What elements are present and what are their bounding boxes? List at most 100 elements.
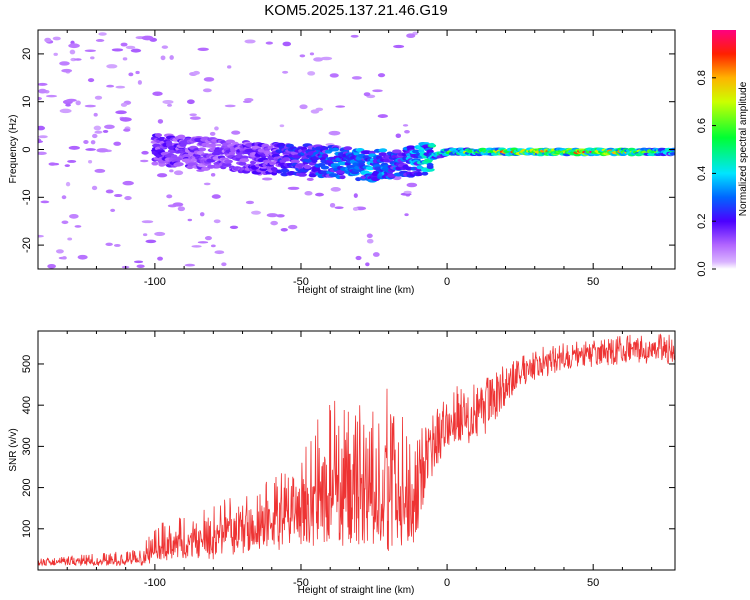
spectrogram-cell [154,231,166,237]
spectrogram-cell [378,148,388,153]
spectrogram-cell [425,167,435,172]
colorbar-ticks: 0.0 0.2 0.4 0.6 0.8 [696,70,716,277]
spectrogram-cell [84,49,97,53]
snr-frame [37,330,676,571]
spectrogram-cell [669,152,675,156]
spectrogram-cell [339,175,346,180]
spectrogram-cell [38,140,44,144]
spectrogram-cell [372,89,383,93]
spectrogram-cell [120,42,128,47]
spectrogram-cell [44,37,52,43]
spectrogram-cell [191,245,202,248]
spectrogram-cell [156,173,168,178]
spectrogram-cell [189,116,201,120]
x-tick-label: -50 [293,276,309,288]
x-tick-label: 50 [587,276,599,288]
spectrogram-cell [69,213,79,219]
colorbar-gradient [712,30,736,269]
spectrogram-cell [378,152,387,157]
spectrogram-cell [261,177,273,181]
colorbar-tick-label: 0.6 [696,118,708,133]
spectrogram-cell [102,129,109,133]
spectrogram-cell [209,131,216,136]
x-tick-label: -100 [144,276,166,288]
colorbar: 0.0 0.2 0.4 0.6 0.8 Normalized spectral ampl… [696,30,749,277]
spectrogram-cell [106,84,115,88]
chart-title: KOM5.2025.137.21.46.G19 [264,2,447,19]
spectrogram-cell [65,103,71,107]
spectrogram-cell [93,112,98,117]
spectrogram-cell [161,45,169,49]
spectrogram-cell [351,76,362,80]
x-tick-label: -50 [293,577,309,589]
spectrogram-cell [377,73,386,78]
y-tick-label: 500 [21,355,33,373]
spectrogram-cell [251,210,262,215]
spectrogram-cell [38,234,44,238]
spectrogram-cell [279,168,290,173]
spectrogram-cell [299,54,306,58]
spectrogram-cell [214,126,219,131]
spectrogram-cell [135,70,140,75]
spectrogram-cell [204,236,212,241]
spectrogram-cell [330,186,341,192]
spectrogram-cell [245,200,255,205]
spectrogram-cell [177,206,186,212]
y-tick-label: 100 [21,520,33,538]
spectrogram-cell [412,149,421,154]
spectrogram-cell [199,212,205,217]
spectrogram-cell [90,56,95,60]
x-tick-label: 0 [444,577,450,589]
spectrogram-cell [137,80,142,85]
y-tick-label: 300 [21,437,33,455]
spectrogram-cell [105,242,113,247]
spectrogram-cell [211,194,221,199]
spectrogram-cell [372,252,380,257]
spectrogram-cell [94,130,103,134]
spectrogram-cell [74,58,82,61]
spectrogram-cell [98,32,107,36]
spectrogram-cell [61,220,69,225]
spectrogram-cell [210,173,216,177]
spectrogram-cell [320,165,330,170]
spectrogram-cell [366,233,373,239]
spectrogram-cell [154,133,162,138]
spectrogram-cell [141,35,154,41]
spectrogram-cell [203,182,211,186]
spectrogram-cell [115,110,127,115]
spectrogram-cell [244,39,256,44]
spectrogram-cell [331,147,340,152]
spectrogram-cell [141,150,149,155]
spectrogram-cell [38,135,48,139]
spectrogram-cell [229,225,239,229]
spectrogram-cell [62,256,67,260]
spectrogram-cell [184,263,196,267]
spectrogram-cell [403,190,412,194]
spectrogram-cell [67,237,73,241]
spectrogram-cell [130,48,142,53]
spectrogram-cell [65,181,71,187]
spectrogram-cell [114,193,123,198]
spectrogram-cell [198,147,207,152]
spectrogram-cell [157,119,164,124]
spectrogram-cell [287,186,300,190]
spectrogram-cell [309,52,315,56]
spectrogram-cell [277,142,286,147]
spectrogram-cell [106,64,118,69]
spectrogram-cell [40,200,50,204]
spectrogram-cell [366,238,374,244]
spectrogram-cell [393,44,405,49]
y-tick-label: 20 [21,48,33,60]
spectrogram-cell [61,68,73,73]
spectrogram-cell [119,117,132,122]
spectrogram-cell [59,108,72,114]
spectrogram-cell [105,189,114,194]
spectrogram-y-label: Frequency (Hz) [8,115,19,184]
spectrogram-cell [279,124,285,128]
snr-panel: -100 -50 0 50 100 200 300 400 500 Height of str… [8,330,676,596]
spectrogram-cell [350,34,359,38]
spectrogram-cell [306,177,314,182]
y-tick-label: -20 [21,237,33,253]
spectrogram-cell [95,39,105,42]
spectrogram-cell [113,243,121,247]
